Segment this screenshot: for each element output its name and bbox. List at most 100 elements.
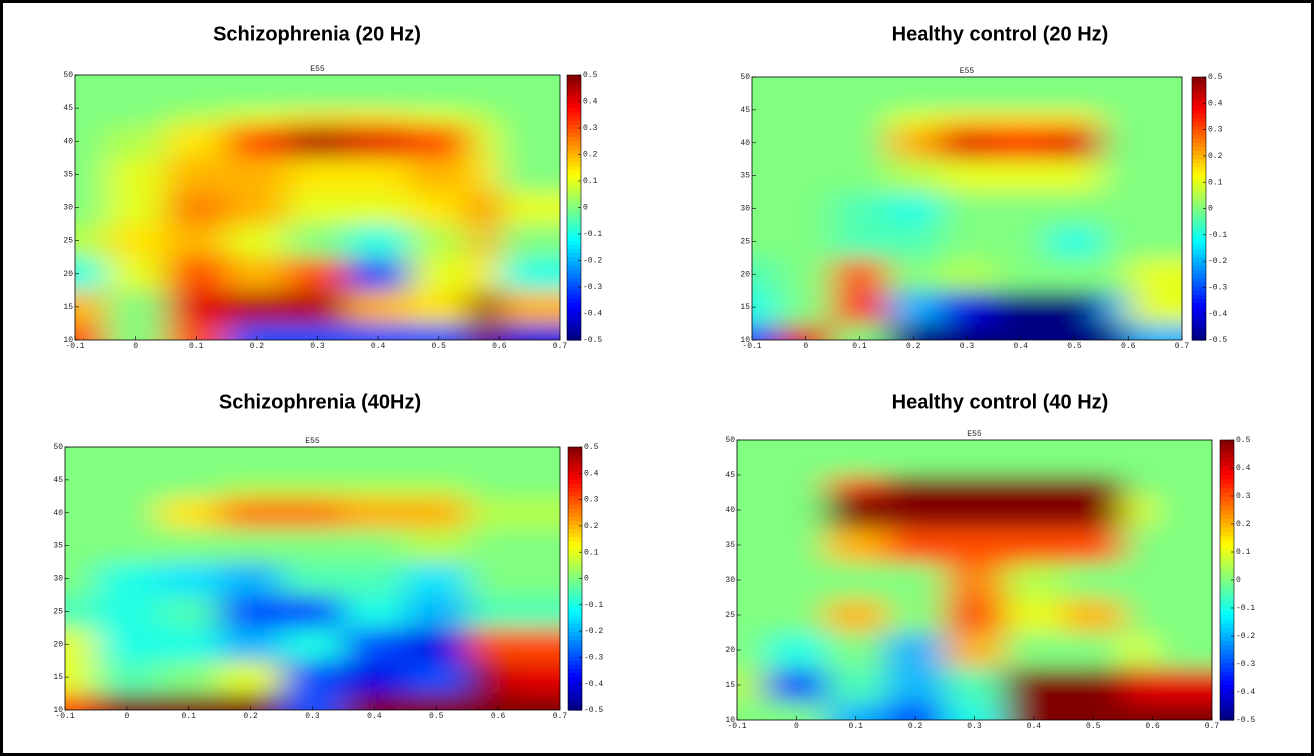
colorbar-step xyxy=(1192,143,1206,148)
colorbar-step xyxy=(1220,501,1234,506)
colorbar-step xyxy=(567,183,581,188)
colorbar-label: 0.1 xyxy=(583,177,598,186)
heat-cell xyxy=(940,192,994,225)
heat-cell xyxy=(220,562,282,595)
heat-cell xyxy=(105,290,166,324)
colorbar-step xyxy=(1192,192,1206,197)
x-tick-label: 0.7 xyxy=(1205,722,1220,731)
heat-cell xyxy=(105,125,166,159)
colorbar-step xyxy=(568,496,582,501)
heat-cell xyxy=(767,598,827,634)
y-tick-label: 40 xyxy=(740,139,750,148)
colorbar-step xyxy=(568,455,582,460)
y-tick-label: 25 xyxy=(740,237,750,246)
y-tick-label: 45 xyxy=(725,471,735,480)
colorbar-step xyxy=(567,332,581,337)
heat-cell xyxy=(158,628,220,661)
heat-cell xyxy=(282,661,344,694)
colorbar-step xyxy=(1220,444,1234,449)
colorbar-step xyxy=(1192,274,1206,279)
colorbar-step xyxy=(567,257,581,262)
colorbar-step xyxy=(567,121,581,126)
colorbar-step xyxy=(567,112,581,117)
colorbar-step xyxy=(568,648,582,653)
plot-subtitle: E55 xyxy=(960,67,975,76)
colorbar-step xyxy=(1192,278,1206,283)
colorbar-step xyxy=(1192,147,1206,152)
y-tick-label: 40 xyxy=(725,506,735,515)
heat-cell xyxy=(227,224,288,258)
colorbar-label: -0.3 xyxy=(1208,284,1227,293)
colorbar-step xyxy=(1220,510,1234,515)
colorbar-step xyxy=(567,195,581,200)
x-tick-label: 0.1 xyxy=(849,722,864,731)
heat-cell xyxy=(158,595,220,628)
colorbar-label: 0.3 xyxy=(1208,126,1223,135)
colorbar-step xyxy=(1192,324,1206,329)
heat-cell xyxy=(833,291,887,324)
y-tick-label: 50 xyxy=(63,71,73,80)
colorbar-step xyxy=(567,75,581,80)
colorbar-step xyxy=(568,685,582,690)
heat-cell xyxy=(1064,633,1124,669)
colorbar-step xyxy=(567,150,581,155)
colorbar-step xyxy=(1220,497,1234,502)
colorbar-step xyxy=(567,208,581,213)
colorbar-step xyxy=(567,125,581,130)
heat-cell xyxy=(282,562,344,595)
heat-cell xyxy=(343,595,405,628)
colorbar-step xyxy=(1192,250,1206,255)
heat-cell xyxy=(227,290,288,324)
colorbar-step xyxy=(568,624,582,629)
colorbar-step xyxy=(1192,217,1206,222)
colorbar-step xyxy=(1220,536,1234,541)
heat-cell xyxy=(833,126,887,159)
panel-title: Healthy control (40 Hz) xyxy=(892,391,1109,413)
colorbar-label: -0.3 xyxy=(583,283,602,292)
heat-cell xyxy=(1048,225,1102,258)
colorbar-step xyxy=(1220,532,1234,537)
y-tick-label: 10 xyxy=(725,716,735,725)
x-tick-label: 0.7 xyxy=(1175,342,1190,351)
heat-cell xyxy=(826,633,886,669)
heat-cell xyxy=(96,661,158,694)
colorbar-step xyxy=(1192,262,1206,267)
heat-cell xyxy=(1004,528,1064,564)
heatmap-cells xyxy=(3,414,622,743)
heat-cell xyxy=(408,290,469,324)
colorbar-label: 0.3 xyxy=(584,496,599,505)
x-tick-label: 0 xyxy=(124,712,129,721)
y-tick-label: 25 xyxy=(53,607,63,616)
colorbar-step xyxy=(568,554,582,559)
heat-cell xyxy=(826,668,886,704)
colorbar-label: 0.3 xyxy=(1236,492,1251,501)
colorbar-step xyxy=(568,665,582,670)
colorbar-label: -0.5 xyxy=(583,336,602,345)
colorbar-step xyxy=(1192,135,1206,140)
y-tick-label: 20 xyxy=(53,640,63,649)
colorbar-step xyxy=(567,224,581,229)
colorbar-step xyxy=(568,583,582,588)
colorbar-step xyxy=(1220,698,1234,703)
heat-cell xyxy=(1048,258,1102,291)
heat-cell xyxy=(1004,598,1064,634)
colorbar-step xyxy=(568,669,582,674)
colorbar-label: 0.2 xyxy=(583,151,598,160)
colorbar-step xyxy=(1192,307,1206,312)
y-tick-label: 20 xyxy=(725,646,735,655)
colorbar-step xyxy=(1220,475,1234,480)
colorbar-step xyxy=(1192,81,1206,86)
x-tick-label: 0.4 xyxy=(1027,722,1042,731)
heatmap xyxy=(678,405,1272,756)
colorbar-step xyxy=(1192,200,1206,205)
y-tick-label: 15 xyxy=(725,681,735,690)
colorbar-step xyxy=(567,241,581,246)
colorbar-step xyxy=(1220,519,1234,524)
x-tick-label: 0.7 xyxy=(553,712,568,721)
heat-cell xyxy=(227,257,288,291)
colorbar-step xyxy=(1192,299,1206,304)
colorbar-step xyxy=(568,689,582,694)
heat-cell xyxy=(96,496,158,529)
colorbar-step xyxy=(1220,567,1234,572)
colorbar-step xyxy=(1192,98,1206,103)
